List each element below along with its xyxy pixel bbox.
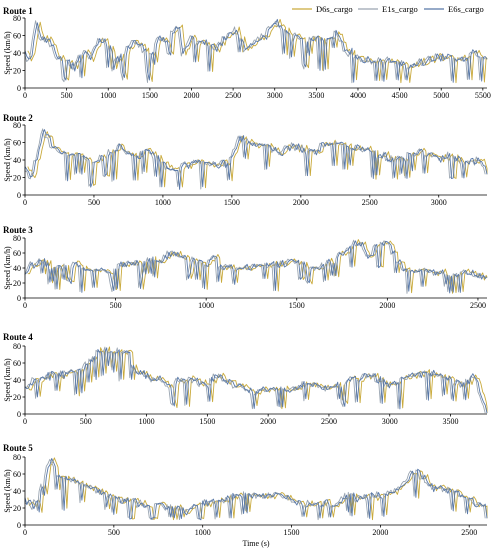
x-tick-label: 500 xyxy=(108,528,120,537)
x-tick-label: 1500 xyxy=(142,91,158,100)
y-tick-label: 80 xyxy=(13,453,21,462)
panel-route-5: Route 5 Speed (km/h) 0 20 40 60 80 0 500 1000 1500… xyxy=(3,443,488,537)
y-tick-label: 20 xyxy=(13,173,21,182)
x-tick-label: 0 xyxy=(23,198,27,207)
series-line-d6s xyxy=(27,18,488,84)
y-tick-label: 20 xyxy=(13,393,21,402)
x-tick-label: 3000 xyxy=(431,198,447,207)
x-tick-label: 1000 xyxy=(195,528,211,537)
x-tick-label: 500 xyxy=(110,301,122,310)
y-axis-label: Speed (km/h) xyxy=(3,31,12,75)
x-tick-label: 0 xyxy=(23,301,27,310)
y-tick-label: 20 xyxy=(13,504,21,513)
y-tick-label: 80 xyxy=(13,121,21,130)
y-tick-label: 0 xyxy=(17,410,21,419)
x-tick-label: 4500 xyxy=(392,91,408,100)
series-line-e1s xyxy=(24,20,486,84)
x-tick-label: 2000 xyxy=(183,91,199,100)
y-axis-label: Speed (km/h) xyxy=(3,138,12,182)
y-tick-label: 60 xyxy=(13,470,21,479)
y-tick-label: 60 xyxy=(13,31,21,40)
x-tick-label: 1500 xyxy=(289,301,305,310)
x-tick-label: 3500 xyxy=(308,91,324,100)
route-title: Route 3 xyxy=(3,225,33,235)
series-line-e1s xyxy=(24,346,486,414)
x-tick-label: 3000 xyxy=(267,91,283,100)
panel-route-4: Route 4 Speed (km/h) 0 20 40 60 80 0 500 1000 1500… xyxy=(3,332,488,426)
legend-label-e6s: E6s_cargo xyxy=(448,4,484,14)
y-tick-label: 0 xyxy=(17,191,21,200)
y-axis-label: Speed (km/h) xyxy=(3,358,12,402)
x-tick-label: 2000 xyxy=(293,198,309,207)
route-title: Route 1 xyxy=(3,6,33,16)
series-line-e6s xyxy=(24,129,488,190)
series-line-e6s xyxy=(24,347,488,414)
x-tick-label: 1500 xyxy=(284,528,300,537)
x-tick-label: 500 xyxy=(88,198,100,207)
x-tick-label: 0 xyxy=(23,528,27,537)
route-title: Route 2 xyxy=(3,113,33,123)
x-tick-label: 2000 xyxy=(372,528,388,537)
y-tick-label: 0 xyxy=(17,521,21,530)
y-tick-label: 60 xyxy=(13,359,21,368)
y-axis-label: Speed (km/h) xyxy=(3,246,12,290)
legend: D6s_cargo E1s_cargo E6s_cargo xyxy=(292,4,484,14)
x-tick-label: 1000 xyxy=(139,417,155,426)
x-tick-label: 4000 xyxy=(350,91,366,100)
route-title: Route 5 xyxy=(3,443,33,453)
series-line-d6s xyxy=(27,346,488,414)
x-tick-label: 1000 xyxy=(155,198,171,207)
x-tick-label: 5000 xyxy=(433,91,449,100)
y-tick-label: 40 xyxy=(13,156,21,165)
x-tick-label: 1500 xyxy=(199,417,215,426)
route-title: Route 4 xyxy=(3,332,33,342)
series-line-e6s xyxy=(24,458,488,521)
y-tick-label: 60 xyxy=(13,249,21,258)
y-tick-label: 80 xyxy=(13,234,21,243)
y-tick-label: 40 xyxy=(13,49,21,58)
x-tick-label: 2500 xyxy=(321,417,337,426)
x-tick-label: 0 xyxy=(23,91,27,100)
x-tick-label: 2500 xyxy=(461,528,477,537)
x-tick-label: 1000 xyxy=(198,301,214,310)
x-tick-label: 2500 xyxy=(470,301,486,310)
x-tick-label: 2000 xyxy=(379,301,395,310)
x-tick-label: 2000 xyxy=(260,417,276,426)
series-line-d6s xyxy=(27,131,488,189)
series-line-e1s xyxy=(24,128,486,190)
series-line-e1s xyxy=(24,458,486,521)
y-tick-label: 0 xyxy=(17,84,21,93)
x-tick-label: 3000 xyxy=(382,417,398,426)
x-tick-label: 0 xyxy=(23,417,27,426)
legend-label-e1s: E1s_cargo xyxy=(382,4,418,14)
x-tick-label: 3500 xyxy=(443,417,459,426)
panel-route-2: Route 2 Speed (km/h) 0 20 40 60 80 0 500 1000 1500… xyxy=(3,113,488,207)
y-tick-label: 40 xyxy=(13,487,21,496)
x-tick-label: 2500 xyxy=(225,91,241,100)
x-tick-label: 500 xyxy=(80,417,92,426)
x-tick-label: 1000 xyxy=(100,91,116,100)
route-panels: Route 1 Speed (km/h) 0 20 40 60 80 0 500 1000 1500… xyxy=(3,6,491,537)
x-tick-label: 2500 xyxy=(362,198,378,207)
legend-label-d6s: D6s_cargo xyxy=(316,4,353,14)
series-line-e6s xyxy=(24,240,488,294)
y-tick-label: 80 xyxy=(13,342,21,351)
panel-route-3: Route 3 Speed (km/h) 0 20 40 60 80 0 500 1000 1500… xyxy=(3,225,488,310)
y-tick-label: 40 xyxy=(13,264,21,273)
x-tick-label: 5500 xyxy=(475,91,491,100)
x-tick-label: 1500 xyxy=(224,198,240,207)
y-tick-label: 20 xyxy=(13,66,21,75)
panel-route-1: Route 1 Speed (km/h) 0 20 40 60 80 0 500 1000 1500… xyxy=(3,6,491,100)
y-tick-label: 0 xyxy=(17,294,21,303)
x-axis-label: Time (s) xyxy=(242,539,269,548)
y-tick-label: 80 xyxy=(13,14,21,23)
y-tick-label: 20 xyxy=(13,279,21,288)
y-tick-label: 60 xyxy=(13,138,21,147)
y-axis-label: Speed (km/h) xyxy=(3,469,12,513)
series-line-e6s xyxy=(24,18,488,83)
y-tick-label: 40 xyxy=(13,376,21,385)
x-tick-label: 500 xyxy=(61,91,73,100)
